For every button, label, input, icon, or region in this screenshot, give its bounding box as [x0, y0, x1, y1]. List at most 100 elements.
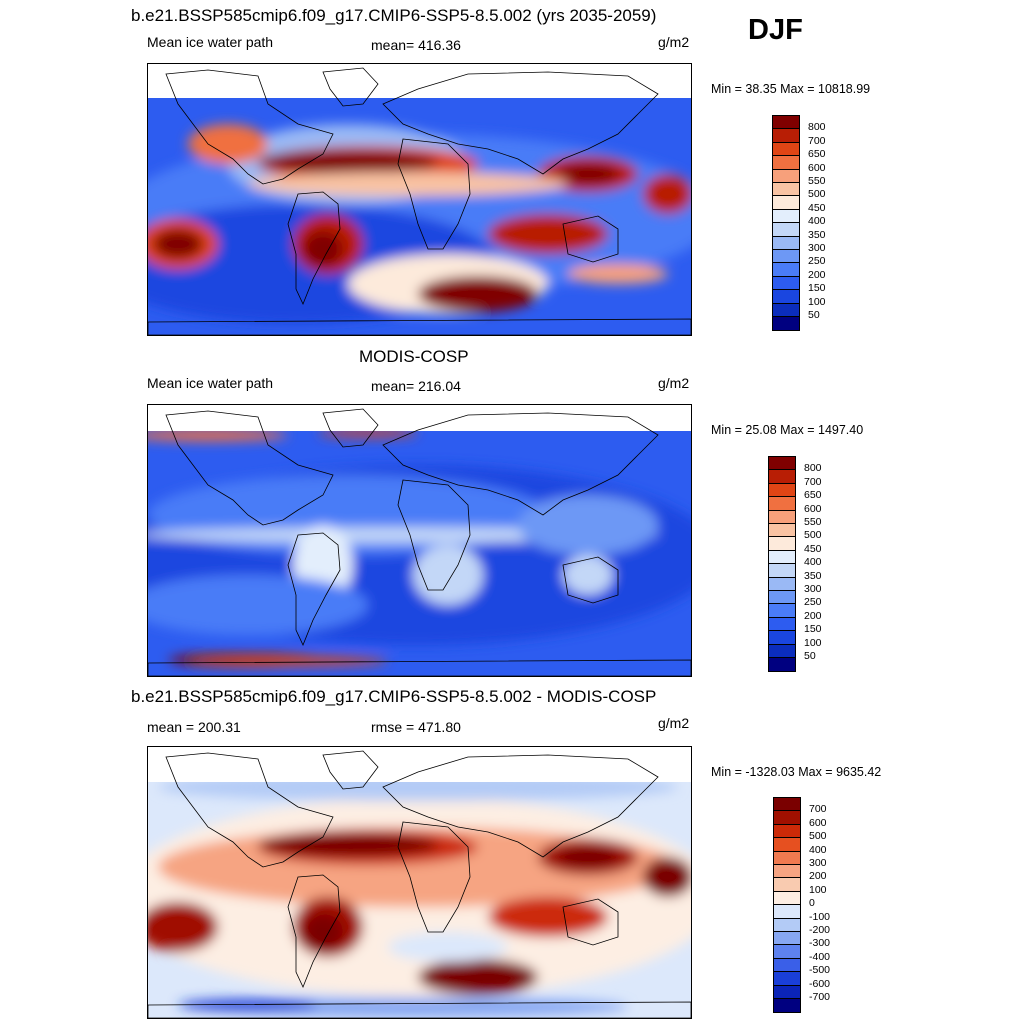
colorbar-tick-label: 600: [809, 816, 827, 829]
field-blob: [413, 545, 483, 605]
coastline: [562, 556, 619, 604]
field-blob: [303, 231, 343, 267]
colorbar-swatch: [773, 116, 799, 130]
colorbar-tick-label: 100: [808, 295, 826, 308]
colorbar-tick-label: 250: [808, 255, 826, 268]
colorbar-tick-label: 700: [804, 475, 822, 488]
coastline: [322, 750, 379, 790]
mean-label: mean = 200.31: [147, 719, 241, 735]
colorbar-swatch: [773, 156, 799, 170]
colorbar-swatch: [769, 457, 795, 471]
colorbar-swatch: [769, 658, 795, 672]
colorbar-tick-label: 300: [804, 583, 822, 595]
colorbar-tick-label: -300: [809, 937, 831, 950]
no-data-band: [148, 405, 691, 431]
colorbar-swatch: [774, 905, 800, 919]
field-blob: [188, 656, 388, 666]
colorbar-swatch: [769, 524, 795, 538]
colorbar-tick-label: 400: [808, 215, 826, 228]
min-max-label: Min = 25.08 Max = 1497.40: [711, 423, 864, 437]
min-max-label: Min = -1328.03 Max = 9635.42: [711, 765, 882, 779]
colorbar-swatch: [773, 209, 799, 224]
colorbar-swatch: [773, 236, 799, 250]
colorbar-swatch: [769, 604, 795, 618]
coastline: [562, 215, 619, 263]
colorbar-swatch: [773, 129, 799, 143]
coastline: [382, 71, 659, 175]
colorbar-swatch: [773, 223, 799, 237]
colorbar-swatch: [769, 470, 795, 484]
mean-label: mean= 416.36: [371, 37, 461, 53]
colorbar-tick-label: 300: [809, 857, 827, 869]
colorbar-tick-label: 450: [808, 201, 826, 214]
min-max-label: Min = 38.35 Max = 10818.99: [711, 82, 871, 96]
colorbar-swatch: [774, 838, 800, 852]
field-blob: [153, 229, 203, 259]
panel-title: MODIS-COSP: [359, 347, 469, 366]
units-label: g/m2: [658, 375, 690, 391]
colorbar-tick-label: 100: [804, 636, 822, 649]
coastline: [287, 874, 341, 989]
colorbar-swatch: [769, 644, 795, 658]
units-label: g/m2: [658, 715, 690, 731]
coastline: [397, 821, 471, 933]
colorbar-tick-label: 250: [804, 596, 822, 609]
colorbar-swatch: [774, 972, 800, 986]
colorbar-swatch: [769, 564, 795, 578]
colorbar-swatch: [774, 851, 800, 865]
colorbar-tick-label: 450: [804, 542, 822, 555]
coastline: [165, 69, 334, 185]
field-blob: [558, 847, 618, 867]
coastline: [397, 138, 471, 250]
colorbar-tick-label: 700: [808, 134, 826, 147]
colorbar-tick-label: 600: [804, 502, 822, 515]
colorbar-swatch: [773, 263, 799, 277]
field-blob: [568, 264, 668, 284]
no-data-band: [148, 747, 691, 782]
colorbar-tick-label: 500: [804, 529, 822, 542]
field-blob: [488, 214, 608, 254]
colorbar-tick-label: 800: [808, 121, 826, 134]
coastline: [148, 1001, 691, 1018]
field-blob: [188, 124, 268, 164]
map-panel-diff: [147, 746, 692, 1019]
colorbar-swatch: [774, 999, 800, 1013]
colorbar-tick-label: 550: [804, 516, 822, 528]
field-blob: [303, 914, 343, 950]
colorbar-tick-label: 150: [804, 623, 822, 636]
colorbar-tick-label: 700: [809, 803, 827, 816]
colorbar-swatch: [769, 497, 795, 511]
no-data-band: [148, 64, 691, 98]
colorbar-swatch: [769, 510, 795, 524]
coastline: [382, 412, 659, 516]
colorbar-box: [773, 797, 801, 1014]
field-blob: [488, 897, 608, 937]
colorbar-swatch: [773, 317, 799, 331]
field-blob: [418, 959, 538, 995]
coastline: [148, 659, 691, 676]
colorbar-tick-label: 200: [804, 609, 822, 622]
colorbar-tick-label: 400: [809, 843, 827, 856]
colorbar-box: [768, 456, 796, 673]
field-blob: [258, 833, 438, 857]
colorbar-swatch: [773, 183, 799, 197]
panel-title: b.e21.BSSP585cmip6.f09_g17.CMIP6-SSP5-8.…: [131, 687, 657, 706]
field-blob: [643, 857, 691, 897]
variable-label: Mean ice water path: [147, 34, 274, 50]
colorbar-tick-label: 200: [808, 268, 826, 281]
field-blob: [258, 150, 438, 174]
colorbar-swatch: [769, 550, 795, 565]
map-panel-obs: [147, 404, 692, 677]
panel-title: b.e21.BSSP585cmip6.f09_g17.CMIP6-SSP5-8.…: [131, 6, 657, 25]
field-blob: [558, 164, 618, 184]
colorbar-swatch: [773, 290, 799, 304]
colorbar-swatch: [774, 798, 800, 812]
colorbar-swatch: [773, 276, 799, 291]
coastline: [397, 479, 471, 591]
season-label: DJF: [748, 14, 803, 46]
field-blob: [643, 174, 691, 214]
colorbar-tick-label: 350: [808, 228, 826, 241]
colorbar-swatch: [769, 591, 795, 605]
colorbar-tick-label: 350: [804, 569, 822, 582]
field-blob: [418, 276, 538, 312]
